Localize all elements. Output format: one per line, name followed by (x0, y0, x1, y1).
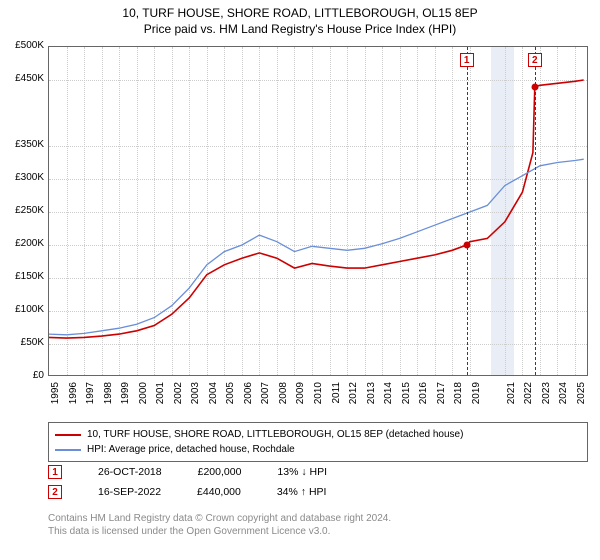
x-axis-label: 1996 (68, 382, 79, 422)
legend-row-0: 10, TURF HOUSE, SHORE ROAD, LITTLEBOROUG… (55, 427, 581, 442)
x-axis-label: 2005 (225, 382, 236, 422)
transaction-table: 1 26-OCT-2018 £200,000 13% ↓ HPI 2 16-SE… (48, 462, 588, 502)
y-axis-label: £450K (0, 73, 44, 84)
y-axis-label: £50K (0, 337, 44, 348)
transaction-price-2: £440,000 (197, 486, 241, 498)
x-axis-label: 2024 (558, 382, 569, 422)
legend-swatch-1 (55, 449, 81, 451)
x-axis-label: 2021 (506, 382, 517, 422)
x-axis-label: 2015 (401, 382, 412, 422)
legend-label-1: HPI: Average price, detached house, Roch… (87, 444, 295, 455)
y-axis-label: £350K (0, 139, 44, 150)
transaction-marker-2: 2 (48, 485, 62, 499)
title-line1: 10, TURF HOUSE, SHORE ROAD, LITTLEBOROUG… (0, 6, 600, 20)
event-dot-1 (463, 242, 470, 249)
x-axis-label: 2022 (523, 382, 534, 422)
legend-row-1: HPI: Average price, detached house, Roch… (55, 442, 581, 457)
event-marker-1: 1 (460, 53, 474, 67)
x-axis-label: 2003 (190, 382, 201, 422)
x-axis-label: 2014 (383, 382, 394, 422)
series-svg (49, 47, 589, 377)
event-marker-2: 2 (528, 53, 542, 67)
x-axis-label: 2001 (155, 382, 166, 422)
x-axis-label: 2016 (418, 382, 429, 422)
title-block: 10, TURF HOUSE, SHORE ROAD, LITTLEBOROUG… (0, 0, 600, 36)
y-axis-label: £200K (0, 238, 44, 249)
transaction-date-2: 16-SEP-2022 (98, 486, 161, 498)
table-row: 1 26-OCT-2018 £200,000 13% ↓ HPI (48, 462, 588, 482)
x-axis-label: 2002 (173, 382, 184, 422)
x-axis-label: 2013 (366, 382, 377, 422)
plot-area: 12 (48, 46, 588, 376)
series-price_paid (49, 80, 584, 338)
event-line-1 (467, 47, 468, 375)
footer-line2: This data is licensed under the Open Gov… (48, 525, 391, 538)
legend-swatch-0 (55, 434, 81, 436)
transaction-price-1: £200,000 (198, 466, 242, 478)
x-axis-label: 2006 (243, 382, 254, 422)
x-axis-label: 2008 (278, 382, 289, 422)
chart-container: 10, TURF HOUSE, SHORE ROAD, LITTLEBOROUG… (0, 0, 600, 560)
x-axis-label: 1999 (120, 382, 131, 422)
x-axis-label: 2004 (208, 382, 219, 422)
legend-label-0: 10, TURF HOUSE, SHORE ROAD, LITTLEBOROUG… (87, 429, 463, 440)
series-hpi (49, 159, 584, 335)
y-axis-label: £100K (0, 304, 44, 315)
legend-box: 10, TURF HOUSE, SHORE ROAD, LITTLEBOROUG… (48, 422, 588, 462)
y-axis-label: £300K (0, 172, 44, 183)
x-axis-label: 2007 (260, 382, 271, 422)
event-line-2 (535, 47, 536, 375)
footer-line1: Contains HM Land Registry data © Crown c… (48, 512, 391, 525)
x-axis-label: 2023 (541, 382, 552, 422)
x-axis-label: 1997 (85, 382, 96, 422)
x-axis-label: 2018 (453, 382, 464, 422)
transaction-delta-2: 34% ↑ HPI (277, 486, 327, 498)
y-axis-label: £250K (0, 205, 44, 216)
title-line2: Price paid vs. HM Land Registry's House … (0, 22, 600, 36)
x-axis-label: 2010 (313, 382, 324, 422)
footer-text: Contains HM Land Registry data © Crown c… (48, 512, 391, 538)
event-dot-2 (531, 83, 538, 90)
x-axis-label: 2000 (138, 382, 149, 422)
y-axis-label: £150K (0, 271, 44, 282)
y-axis-label: £500K (0, 40, 44, 51)
x-axis-label: 2019 (471, 382, 482, 422)
transaction-marker-1: 1 (48, 465, 62, 479)
x-axis-label: 1998 (103, 382, 114, 422)
transaction-delta-1: 13% ↓ HPI (277, 466, 327, 478)
table-row: 2 16-SEP-2022 £440,000 34% ↑ HPI (48, 482, 588, 502)
x-axis-label: 2012 (348, 382, 359, 422)
y-axis-label: £0 (0, 370, 44, 381)
x-axis-label: 2009 (295, 382, 306, 422)
x-axis-label: 2017 (436, 382, 447, 422)
x-axis-label: 1995 (50, 382, 61, 422)
transaction-date-1: 26-OCT-2018 (98, 466, 162, 478)
x-axis-label: 2025 (576, 382, 587, 422)
x-axis-label: 2011 (331, 382, 342, 422)
